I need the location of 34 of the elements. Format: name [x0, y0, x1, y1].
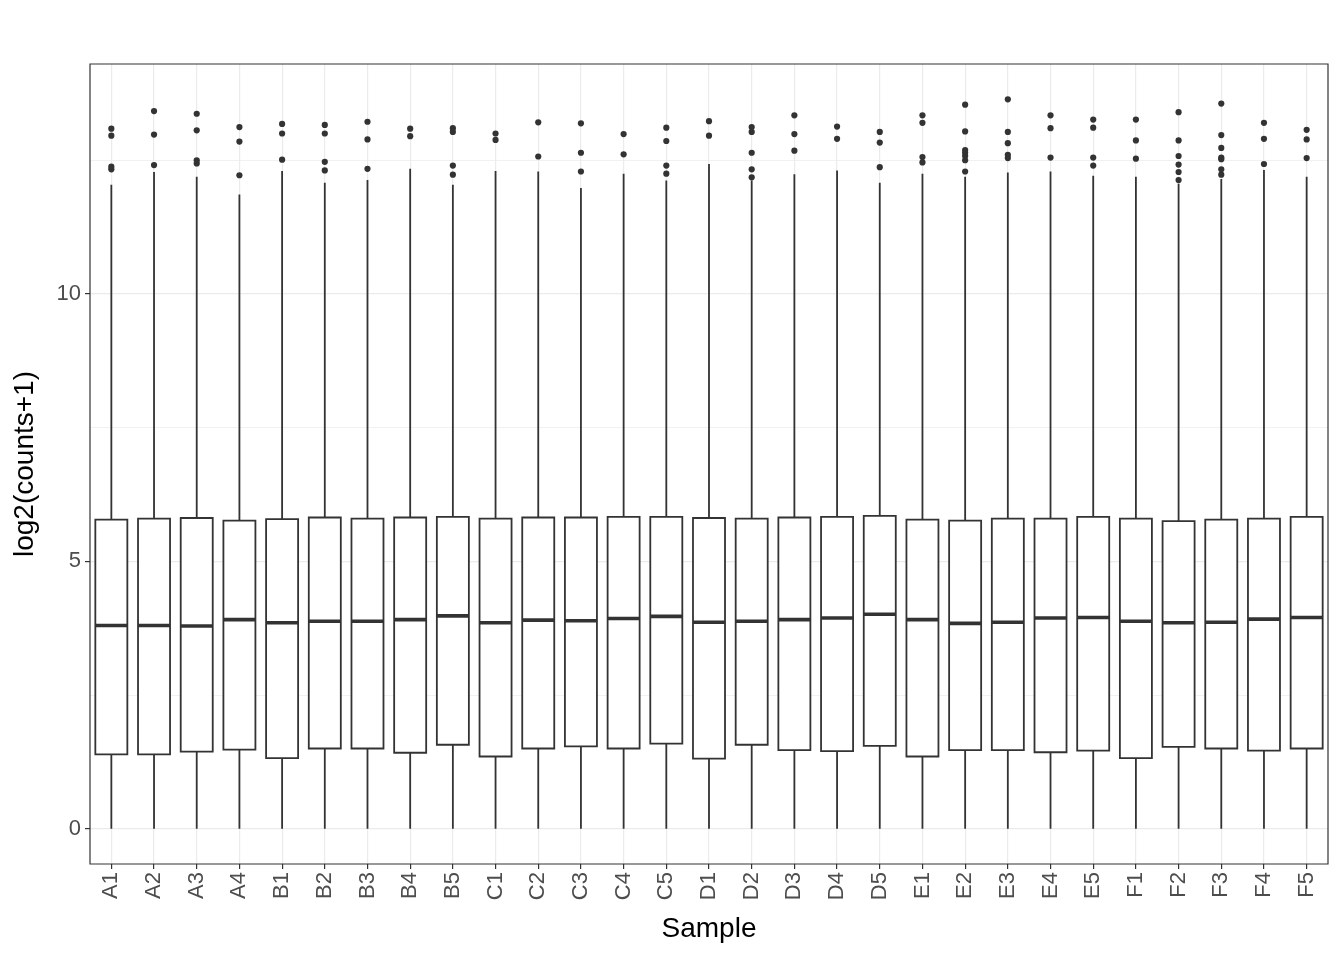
- x-tick-label: E3: [993, 872, 1019, 899]
- x-tick-label: C5: [652, 872, 678, 901]
- x-tick-label: C2: [524, 872, 550, 901]
- x-tick-label: C4: [609, 872, 635, 901]
- x-tick-label: E2: [951, 872, 977, 899]
- y-axis-title: log2(counts+1): [7, 370, 39, 558]
- x-tick-label: D4: [823, 872, 849, 901]
- x-tick-label: C3: [566, 872, 592, 901]
- y-tick-label: 10: [56, 280, 81, 306]
- y-tick-label: 0: [68, 814, 81, 840]
- x-tick-label: F2: [1164, 872, 1190, 898]
- x-tick-label: D2: [737, 872, 763, 901]
- x-tick-label: F4: [1250, 872, 1276, 898]
- x-tick-label: B1: [268, 872, 294, 899]
- x-tick-label: E4: [1036, 872, 1062, 899]
- x-tick-label: F3: [1207, 872, 1233, 898]
- x-tick-label: B5: [438, 872, 464, 899]
- x-tick-label: A4: [225, 872, 251, 899]
- x-tick-label: A2: [140, 872, 166, 899]
- x-tick-label: A1: [97, 872, 123, 899]
- y-tick-label: 5: [68, 547, 81, 573]
- x-tick-label: F1: [1121, 872, 1147, 898]
- x-tick-label: E1: [908, 872, 934, 899]
- x-axis-title: Sample: [661, 911, 757, 943]
- x-tick-label: D3: [780, 872, 806, 901]
- x-tick-label: F5: [1292, 872, 1318, 898]
- x-tick-label: B2: [310, 872, 336, 899]
- x-tick-label: E5: [1079, 872, 1105, 899]
- x-tick-label: B3: [353, 872, 379, 899]
- x-tick-label: D1: [695, 872, 721, 901]
- x-tick-label: A3: [182, 872, 208, 899]
- x-tick-label: B4: [396, 872, 422, 899]
- x-tick-label: C1: [481, 872, 507, 901]
- x-tick-label: D5: [865, 872, 891, 901]
